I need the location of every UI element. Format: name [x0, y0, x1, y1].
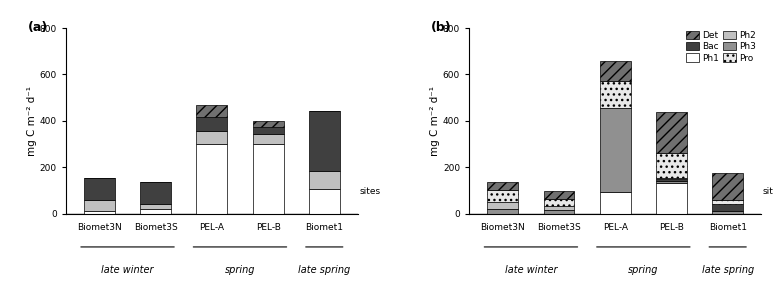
Bar — [656, 153, 687, 178]
Bar — [253, 121, 284, 127]
Text: late winter: late winter — [505, 266, 557, 275]
Bar — [84, 211, 115, 214]
Bar — [543, 199, 574, 206]
Bar — [656, 180, 687, 181]
Y-axis label: mg C m⁻² d⁻¹: mg C m⁻² d⁻¹ — [430, 86, 440, 156]
Bar — [196, 117, 227, 131]
Bar — [487, 209, 518, 214]
Bar — [487, 202, 518, 209]
Bar — [712, 200, 743, 204]
Text: late spring: late spring — [298, 266, 350, 275]
Bar — [253, 133, 284, 144]
Bar — [196, 144, 227, 214]
Bar — [140, 209, 171, 214]
Text: (a): (a) — [28, 21, 48, 34]
Bar — [196, 131, 227, 144]
Text: late spring: late spring — [702, 266, 754, 275]
Bar — [543, 191, 574, 199]
Bar — [84, 200, 115, 211]
Bar — [140, 204, 171, 209]
Bar — [543, 210, 574, 214]
Text: spring: spring — [628, 266, 659, 275]
Bar — [656, 112, 687, 153]
Bar — [712, 211, 743, 214]
Bar — [656, 183, 687, 214]
Bar — [600, 81, 631, 108]
Text: late winter: late winter — [101, 266, 154, 275]
Bar — [309, 171, 340, 189]
Bar — [140, 182, 171, 204]
Bar — [656, 178, 687, 180]
Bar — [712, 173, 743, 200]
Bar — [600, 61, 631, 81]
Text: spring: spring — [225, 266, 255, 275]
Bar — [196, 105, 227, 117]
Bar — [487, 191, 518, 202]
Bar — [253, 144, 284, 214]
Text: sites: sites — [762, 187, 773, 196]
Bar — [487, 182, 518, 191]
Bar — [543, 206, 574, 210]
Text: (b): (b) — [431, 21, 451, 34]
Bar — [309, 111, 340, 171]
Legend: Det, Bac, Ph1, Ph2, Ph3, Pro: Det, Bac, Ph1, Ph2, Ph3, Pro — [683, 27, 760, 66]
Bar — [253, 127, 284, 133]
Bar — [600, 108, 631, 192]
Bar — [712, 204, 743, 211]
Y-axis label: mg C m⁻² d⁻¹: mg C m⁻² d⁻¹ — [26, 86, 36, 156]
Bar — [84, 178, 115, 200]
Bar — [309, 189, 340, 214]
Bar — [600, 192, 631, 214]
Bar — [656, 181, 687, 183]
Text: sites: sites — [359, 187, 380, 196]
